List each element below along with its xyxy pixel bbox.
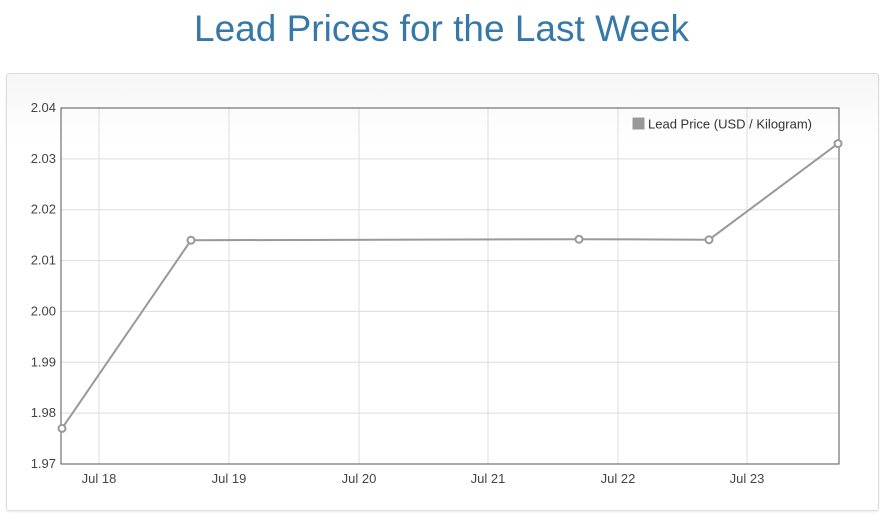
data-point [833,139,843,149]
legend: Lead Price (USD / Kilogram) [631,116,812,132]
x-axis: Jul 18 Jul 19 Jul 20 Jul 21 Jul 22 Jul 23 [82,471,765,486]
plot-area-border [60,107,840,465]
series-layer [57,139,843,433]
page-title: Lead Prices for the Last Week [194,8,689,49]
data-point [57,423,67,433]
x-tick-label: Jul 22 [601,471,636,486]
legend-label: Lead Price (USD / Kilogram) [648,117,812,132]
y-tick-label: 2.03 [31,151,56,166]
y-tick-label: 1.97 [31,456,56,471]
y-tick-label: 1.98 [31,405,56,420]
y-axis: 1.97 1.98 1.99 2.00 2.01 2.02 2.03 2.04 [31,100,56,471]
y-tick-label: 1.99 [31,354,56,369]
series-line [61,142,839,429]
data-point [186,235,196,245]
legend-swatch [631,116,646,131]
y-tick-label: 2.00 [31,303,56,318]
y-tick-label: 2.04 [31,100,56,115]
x-tick-label: Jul 18 [82,471,117,486]
x-tick-label: Jul 20 [342,471,377,486]
x-tick-label: Jul 23 [730,471,765,486]
chart-panel [6,73,879,511]
data-point [574,234,584,244]
y-tick-label: 2.02 [31,202,56,217]
x-tick-label: Jul 19 [212,471,247,486]
x-tick-label: Jul 21 [471,471,506,486]
y-tick-label: 2.01 [31,253,56,268]
data-point [704,235,714,245]
grid-layer [61,108,839,464]
